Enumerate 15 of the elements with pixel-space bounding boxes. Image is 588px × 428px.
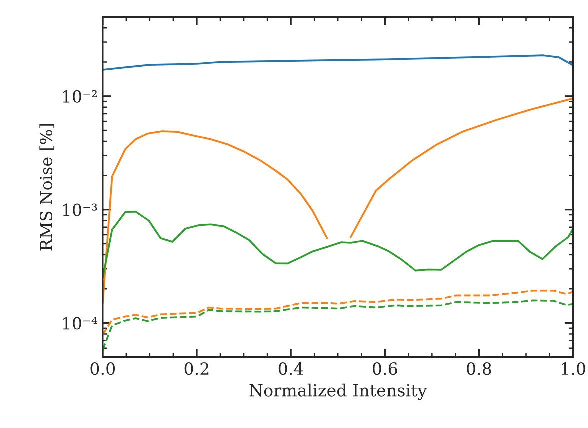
x-tick-label: 1.0 — [562, 362, 586, 376]
x-axis-title: Normalized Intensity — [250, 384, 428, 400]
line-series — [102, 210, 574, 280]
y-axis-title: RMS Noise [%] — [40, 124, 55, 251]
x-tick-label: 0.4 — [278, 362, 304, 376]
y-tick-label: 10⁻⁴ — [63, 317, 98, 330]
y-tick-label: 10⁻² — [63, 90, 97, 103]
line-series — [102, 290, 574, 336]
x-tick-label: 0.6 — [372, 362, 398, 376]
x-tick-label: 0.2 — [184, 362, 209, 376]
line-series — [102, 54, 574, 71]
x-tick-label: 0.8 — [467, 362, 492, 376]
line-series — [102, 300, 574, 351]
y-tick-label: 10⁻³ — [63, 204, 98, 216]
x-tick-label: 0.0 — [90, 362, 116, 376]
